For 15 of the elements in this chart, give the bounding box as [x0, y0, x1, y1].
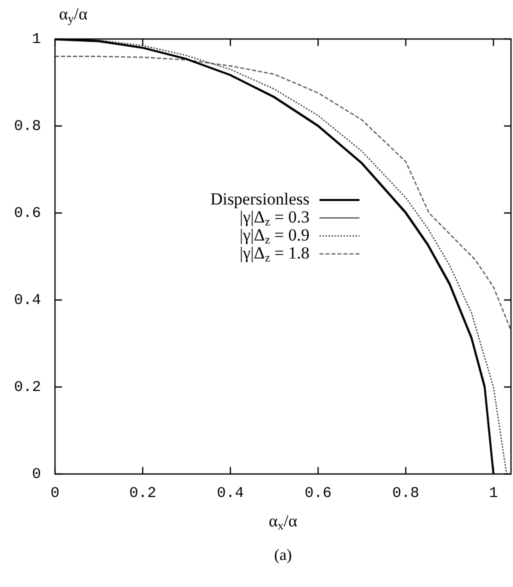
- x-tick-label: 0.6: [304, 484, 332, 502]
- legend-label: Dispersionless: [210, 189, 310, 208]
- y-tick-label: 0.8: [14, 118, 42, 135]
- x-tick-label: 1: [488, 484, 498, 502]
- y-tick-label: 0.4: [14, 292, 42, 309]
- x-tick-label: 0.4: [216, 484, 244, 502]
- x-tick-label: 0.8: [392, 484, 420, 502]
- y-tick-label: 1: [32, 30, 42, 48]
- text: (a): [274, 547, 292, 564]
- y-tick-label: 0: [32, 466, 42, 483]
- line-series: [55, 56, 511, 332]
- x-tick-label: 0: [50, 484, 60, 502]
- y-tick-label: 0.2: [14, 378, 42, 396]
- y-tick-label: 0.6: [14, 204, 42, 222]
- x-tick-label: 0.2: [129, 484, 156, 502]
